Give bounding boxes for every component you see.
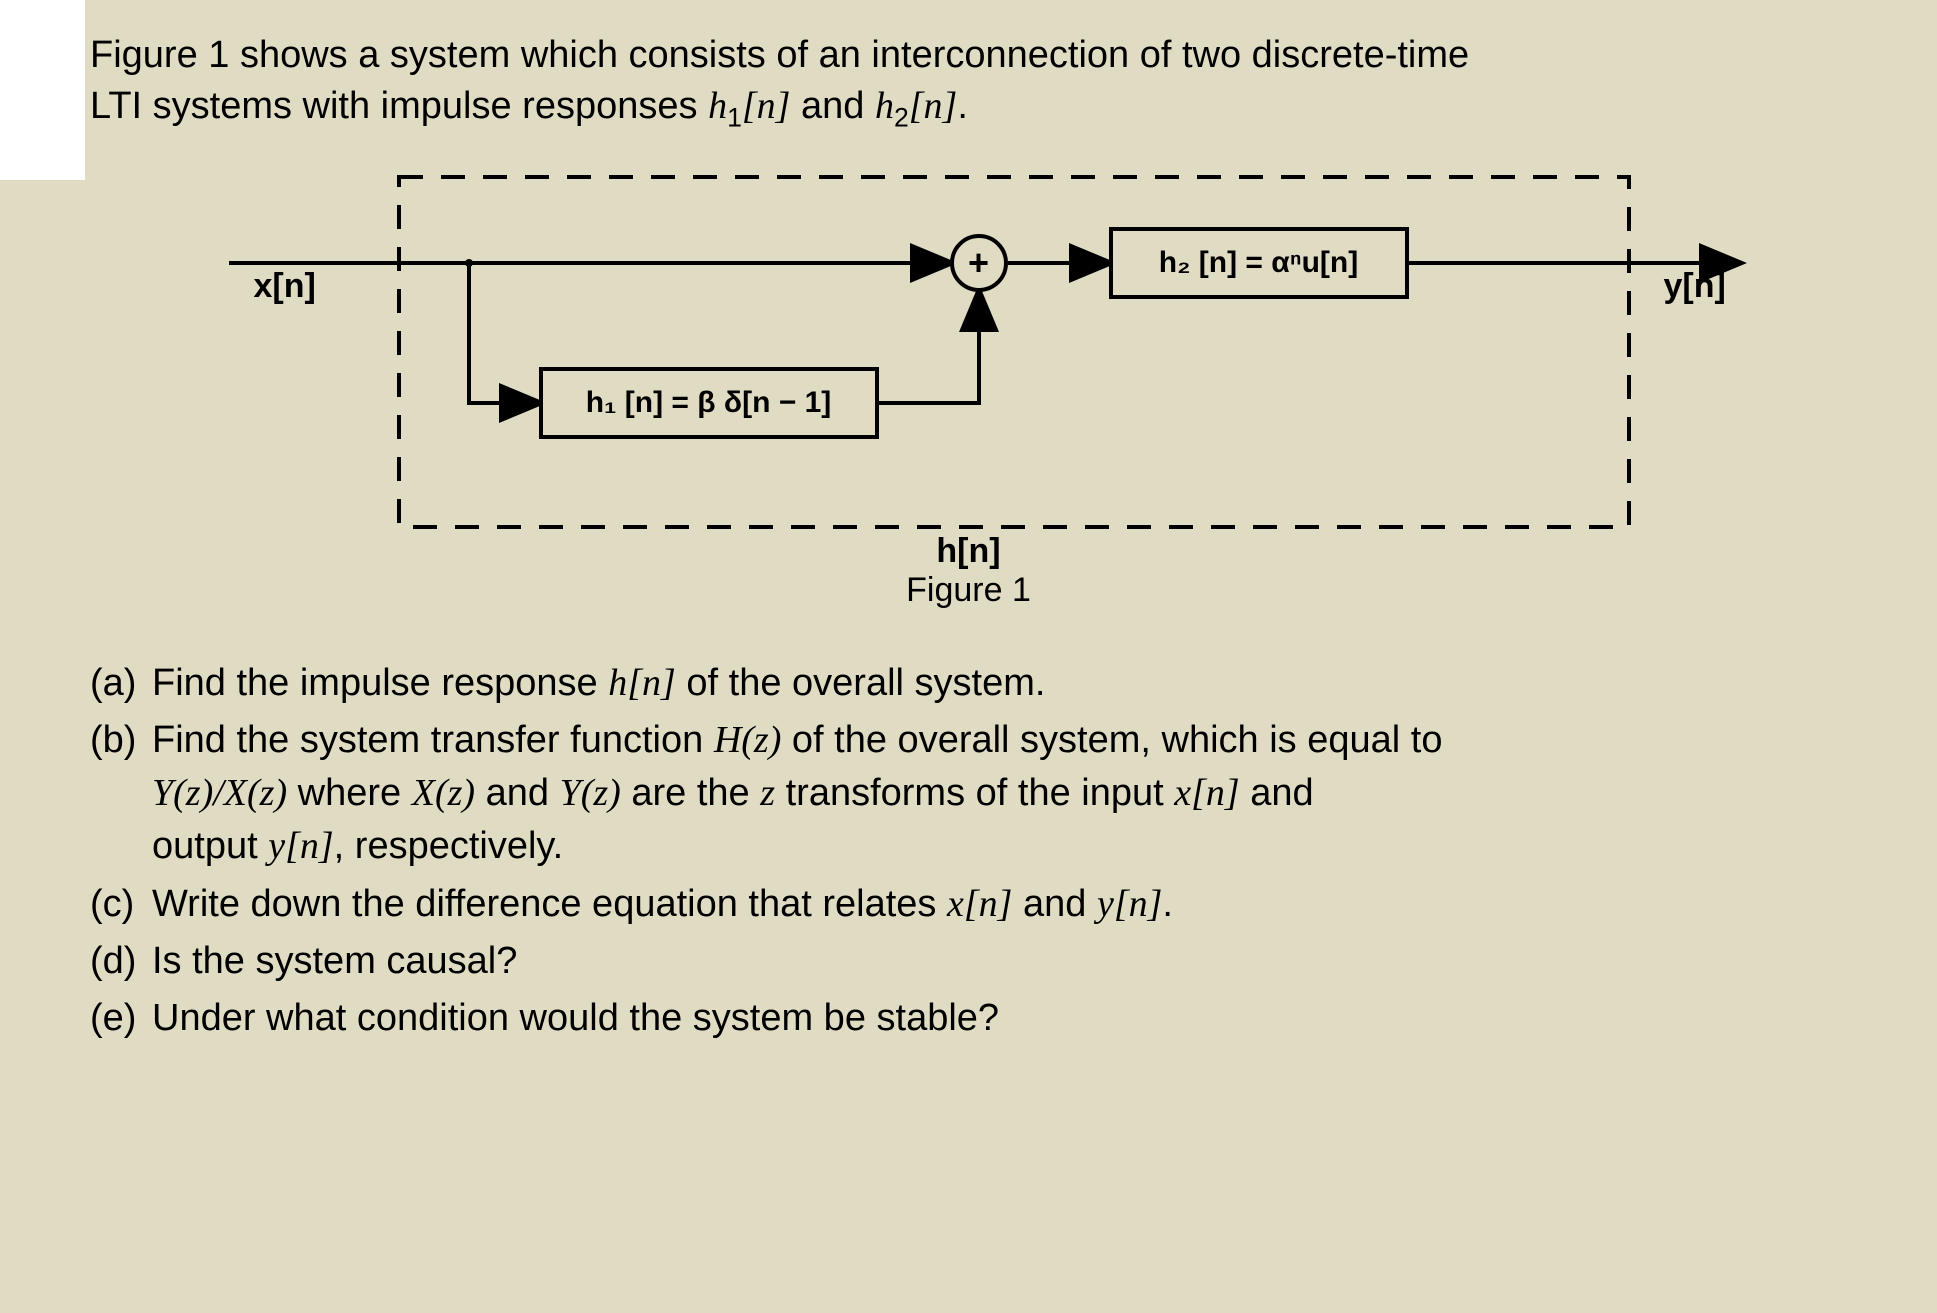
output-label: y[n] — [1664, 267, 1726, 306]
q-b-pre: Find the system transfer function — [152, 719, 714, 761]
q-d-label: (d) — [90, 935, 152, 988]
intro-h2-brn: [n] — [909, 85, 958, 127]
intro-h1-sym: h — [708, 85, 727, 127]
q-d-text: Is the system causal? — [152, 935, 1847, 988]
h1-block-text: h₁ [n] = β δ[n − 1] — [586, 386, 832, 420]
intro-line2-a: LTI systems with impulse responses — [90, 85, 708, 127]
q-a-pre: Find the impulse response — [152, 662, 608, 704]
q-e-text: Under what condition would the system be… — [152, 992, 1847, 1045]
q-b-Yz: Y(z) — [560, 772, 621, 814]
intro-paragraph: Figure 1 shows a system which consists o… — [90, 30, 1847, 137]
q-b-where: where — [298, 772, 412, 814]
input-label: x[n] — [254, 267, 316, 306]
q-b-arethe: are the — [631, 772, 760, 814]
intro-h2-sub: 2 — [894, 103, 909, 133]
q-b-transforms: transforms of the input — [786, 772, 1175, 814]
branch-node — [465, 259, 473, 267]
h2-block: h₂ [n] = αⁿu[n] — [1109, 227, 1409, 299]
q-c-yn: y[n] — [1097, 883, 1162, 925]
question-e: (e) Under what condition would the syste… — [90, 992, 1847, 1045]
intro-period: . — [957, 85, 968, 127]
q-a-post: of the overall system. — [686, 662, 1045, 704]
caption-figure-label: Figure 1 — [819, 571, 1119, 610]
q-b-z: z — [760, 772, 775, 814]
q-b-yn: y[n] — [268, 825, 333, 867]
question-c: (c) Write down the difference equation t… — [90, 878, 1847, 931]
q-b-Hz: H(z) — [714, 719, 782, 761]
questions-list: (a) Find the impulse response h[n] of th… — [90, 657, 1847, 1045]
q-b-and2: and — [1250, 772, 1313, 814]
q-b-label: (b) — [90, 714, 152, 874]
q-b-and1: and — [486, 772, 560, 814]
h1-block: h₁ [n] = β δ[n − 1] — [539, 367, 879, 439]
q-a-hn: h[n] — [608, 662, 676, 704]
dashed-system-box — [399, 177, 1629, 527]
white-corner-block — [0, 0, 85, 180]
q-c-xn: x[n] — [947, 883, 1012, 925]
q-c-post: . — [1162, 883, 1173, 925]
summing-junction: + — [950, 234, 1008, 292]
intro-h1-brn: [n] — [742, 85, 791, 127]
q-b-resp: , respectively. — [334, 825, 563, 867]
sum-plus-icon: + — [968, 242, 989, 284]
caption-hn: h[n] — [819, 532, 1119, 571]
block-diagram: x[n] y[n] + h₁ [n] = β δ[n − 1] h₂ [n] =… — [169, 167, 1769, 627]
q-b-mid1: of the overall system, which is equal to — [792, 719, 1443, 761]
q-c-label: (c) — [90, 878, 152, 931]
q-b-xn: x[n] — [1174, 772, 1239, 814]
q-b-Xz: X(z) — [412, 772, 475, 814]
question-b: (b) Find the system transfer function H(… — [90, 714, 1847, 874]
wire-branch-to-h1 — [469, 263, 539, 403]
intro-line1: Figure 1 shows a system which consists o… — [90, 34, 1469, 76]
question-a: (a) Find the impulse response h[n] of th… — [90, 657, 1847, 710]
q-c-and: and — [1023, 883, 1097, 925]
q-b-line3pre: output — [152, 825, 268, 867]
h2-block-text: h₂ [n] = αⁿu[n] — [1159, 246, 1358, 280]
figure-caption: h[n] Figure 1 — [819, 532, 1119, 610]
q-b-YzXz: Y(z)/X(z) — [152, 772, 287, 814]
intro-h2-sym: h — [875, 85, 894, 127]
intro-h1-sub: 1 — [727, 103, 742, 133]
q-e-label: (e) — [90, 992, 152, 1045]
q-a-label: (a) — [90, 657, 152, 710]
question-d: (d) Is the system causal? — [90, 935, 1847, 988]
intro-and: and — [801, 85, 875, 127]
q-c-pre: Write down the difference equation that … — [152, 883, 947, 925]
wire-h1-to-sum — [879, 292, 979, 403]
